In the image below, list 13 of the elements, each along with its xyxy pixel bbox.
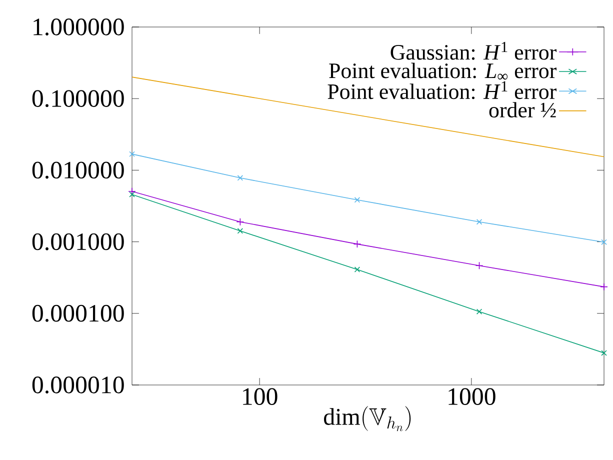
legend-label: Gaussian: H$^{1}$ error <box>390 42 556 60</box>
x-axis-title: $\dim(\mathbb{V}_{h_n})$ <box>324 406 411 432</box>
legend-label: Point evaluation: H$^{1}$ error <box>328 81 556 100</box>
x-tick-label: 1000 <box>448 388 496 405</box>
legend-label: Point evaluation: L$_{∞}$ error <box>329 62 556 80</box>
x-tick-label: 100 <box>243 388 278 405</box>
y-tick-label: 1.000000 <box>34 18 124 36</box>
y-tick-label: 0.000100 <box>32 304 124 322</box>
y-tick-label: 0.100000 <box>32 90 124 108</box>
legend-label: order ½ <box>489 102 556 118</box>
y-tick-label: 0.000010 <box>32 376 124 394</box>
y-tick-label: 0.001000 <box>32 233 124 250</box>
y-tick-label: 0.010000 <box>32 162 124 179</box>
